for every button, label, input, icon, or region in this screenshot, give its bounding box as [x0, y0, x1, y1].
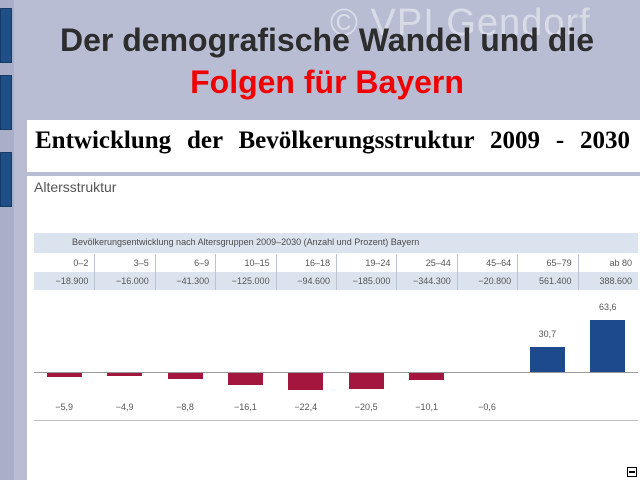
age-group-label: 0–2	[73, 258, 89, 268]
bar-value-label: −16,1	[234, 402, 257, 412]
absolute-change-value: −185.000	[336, 272, 396, 290]
chart-bar	[227, 372, 263, 386]
chart-bar	[409, 372, 445, 381]
age-group-label: 10–15	[215, 254, 275, 272]
bar-value-label: 63,6	[599, 302, 617, 313]
slide-title-highlight: Folgen für Bayern	[190, 64, 464, 100]
absolute-change-value: −344.300	[396, 272, 456, 290]
absolute-change-value: −125.000	[215, 272, 275, 290]
absolute-change-row: −18.900 −16.000 −41.300 −125.000 −94.600 −185…	[34, 272, 638, 290]
age-group-label: 65–79	[517, 254, 577, 272]
chart-bar	[167, 372, 203, 380]
absolute-change-value: −94.600	[275, 272, 336, 290]
absolute-change-value: −41.300	[154, 272, 215, 290]
bar-value-label: −4,9	[115, 402, 134, 412]
chart-bar	[529, 347, 565, 372]
zero-baseline	[34, 372, 638, 373]
age-group-label: 25–44	[396, 254, 456, 272]
age-group-label: 16–18	[275, 254, 336, 272]
bar-value-label: −22,4	[294, 402, 318, 412]
left-decor-bar	[0, 0, 14, 480]
chart-title: Altersstruktur	[34, 179, 117, 195]
slide-title: Der demografische Wandel und die	[59, 22, 594, 58]
watermark: © VPI Gendorf	[330, 2, 591, 44]
bar-value-label: −10,1	[415, 402, 438, 412]
bottom-rule	[34, 420, 638, 421]
bar-value-label: −8,8	[176, 402, 194, 412]
age-group-label: 3–5	[94, 254, 154, 272]
age-group-label: 6–9	[154, 254, 215, 272]
chart-bar	[348, 372, 384, 389]
left-tab-decor	[0, 152, 12, 207]
absolute-change-value: 388.600	[577, 272, 638, 290]
left-tab-decor	[0, 75, 12, 130]
absolute-change-value: −16.000	[94, 272, 154, 290]
slide-subtitle: Entwicklung der Bevölkerungsstruktur 200…	[35, 127, 630, 154]
bar-value-label: 30,7	[538, 329, 557, 340]
age-group-label: 19–24	[336, 254, 396, 272]
bar-value-label: −20,5	[354, 402, 378, 412]
chart-panel	[27, 176, 640, 480]
bar-value-label: −0,6	[478, 402, 496, 412]
chart-bar	[107, 372, 143, 376]
chart-bar	[288, 372, 324, 391]
age-group-label: ab 80	[577, 254, 638, 272]
chart-bar	[590, 320, 626, 372]
chart-bar	[46, 372, 82, 377]
table-header: Bevölkerungsentwicklung nach Altersgrupp…	[34, 233, 638, 253]
table-header-text: Bevölkerungsentwicklung nach Altersgrupp…	[72, 237, 420, 247]
subtitle-band	[27, 120, 640, 172]
absolute-change-value: 561.400	[517, 272, 577, 290]
left-tab-decor	[0, 8, 12, 63]
absolute-change-value: −18.900	[55, 276, 89, 286]
age-group-label: 45–64	[456, 254, 517, 272]
age-group-row: 0–2 3–5 6–9 10–15 16–18 19–24 25–44 45–64 65–79 a…	[34, 254, 638, 272]
slide-menu-icon[interactable]	[627, 467, 637, 477]
bar-value-label: −5,9	[55, 402, 74, 412]
absolute-change-value: −20.800	[456, 272, 517, 290]
